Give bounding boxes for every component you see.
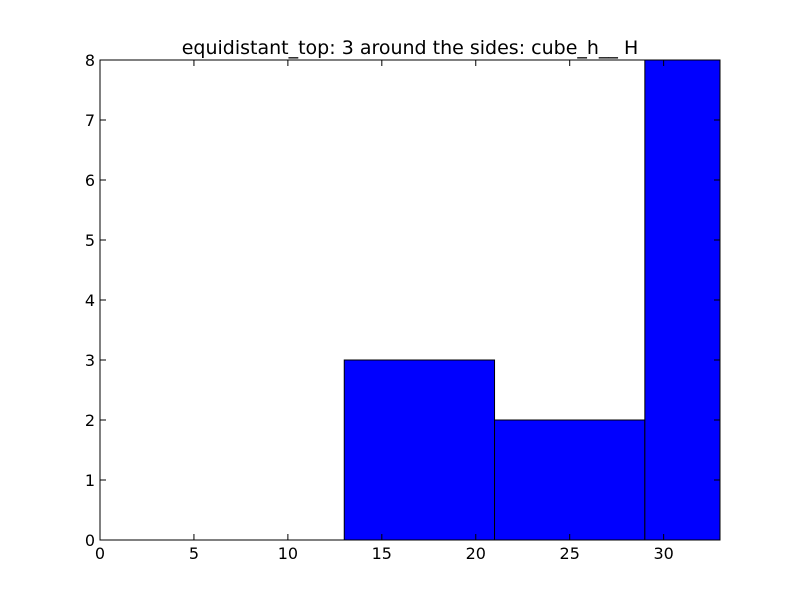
x-tick-label: 10 <box>278 544 298 563</box>
x-tick-label: 30 <box>653 544 673 563</box>
histogram-bar-2 <box>494 419 646 541</box>
bars-layer <box>343 59 721 541</box>
x-tick-label: 15 <box>372 544 392 563</box>
y-tick-label: 5 <box>85 231 95 250</box>
y-tick-label: 7 <box>85 111 95 130</box>
chart-title: equidistant_top: 3 around the sides: cub… <box>182 37 639 59</box>
y-tick-label: 4 <box>85 291 95 310</box>
histogram-bar-1 <box>343 359 496 541</box>
x-tick-label: 5 <box>189 544 199 563</box>
histogram-bar-3 <box>644 59 721 541</box>
x-tick-label: 25 <box>560 544 580 563</box>
y-tick-label: 6 <box>85 171 95 190</box>
ticks-layer: 0 5 10 15 20 25 30 0 1 2 3 4 5 6 7 8 <box>85 51 720 563</box>
plot-area-frame <box>99 59 721 541</box>
x-tick-label: 0 <box>95 544 105 563</box>
y-tick-label: 1 <box>85 471 95 490</box>
y-tick-label: 8 <box>85 51 95 70</box>
y-tick-label: 0 <box>85 531 95 550</box>
y-tick-label: 3 <box>85 351 95 370</box>
x-tick-label: 20 <box>466 544 486 563</box>
y-tick-label: 2 <box>85 411 95 430</box>
